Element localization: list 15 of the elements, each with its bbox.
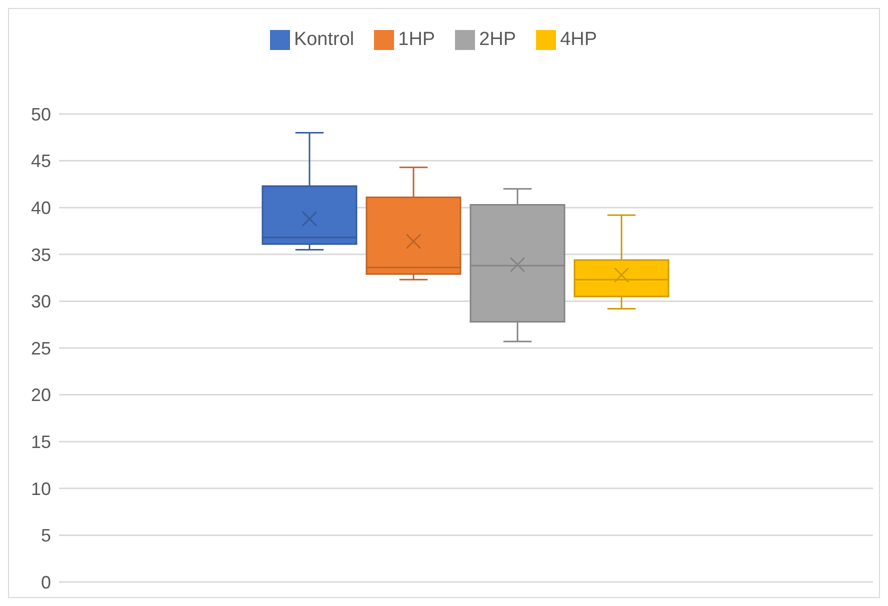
legend-label: 2HP [479,29,516,50]
y-tick-label: 10 [30,478,51,499]
y-tick-label: 30 [30,292,51,312]
y-tick-label: 35 [30,244,51,265]
legend-label: 1HP [398,29,436,50]
y-tick-label: 0 [40,572,51,592]
y-tick-label: 45 [30,151,51,172]
y-tick-label: 50 [30,104,51,124]
legend-label: Kontrol [294,29,354,50]
y-tick-label: 15 [30,432,51,452]
y-tick-label: 20 [30,385,51,406]
legend-label: 4HP [560,29,598,50]
y-tick-label: 40 [30,198,51,218]
y-tick-label: 5 [40,526,51,546]
y-tick-label: 25 [30,338,51,358]
